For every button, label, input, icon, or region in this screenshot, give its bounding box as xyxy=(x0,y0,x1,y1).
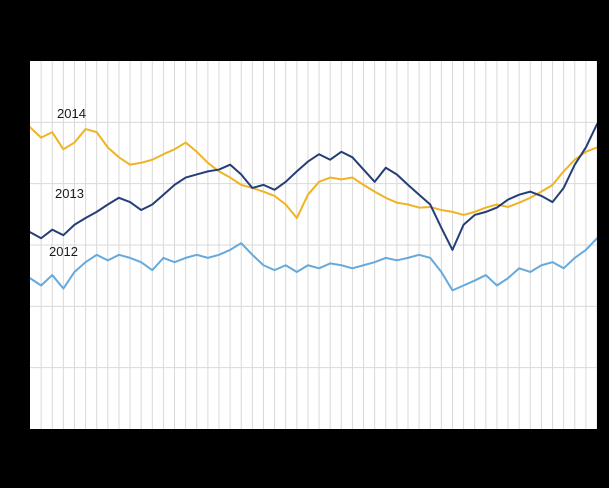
series-label-2013: 2013 xyxy=(55,186,84,201)
series-line-2013 xyxy=(30,123,597,251)
series-label-2014: 2014 xyxy=(57,106,86,121)
series-label-2012: 2012 xyxy=(49,244,78,259)
series-line-2012 xyxy=(30,237,597,292)
gridlines xyxy=(30,61,597,429)
line-chart xyxy=(30,61,597,429)
series-line-2014 xyxy=(30,126,597,220)
plot-area: 2014 2013 2012 xyxy=(30,61,597,429)
